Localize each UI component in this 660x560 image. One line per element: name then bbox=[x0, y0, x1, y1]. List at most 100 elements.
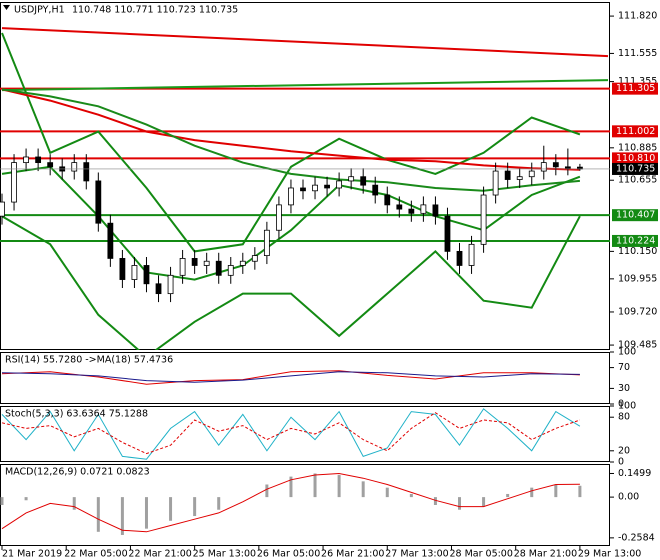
level-label-bg bbox=[612, 82, 658, 95]
y-tick-label: 110.655 bbox=[618, 175, 657, 186]
plot-layer bbox=[1, 370, 580, 385]
y-tick-label: 111.555 bbox=[618, 48, 657, 59]
candle-body bbox=[71, 162, 78, 172]
candle-body bbox=[35, 156, 42, 164]
y-tick-label: 0 bbox=[618, 399, 624, 410]
candle-body bbox=[336, 180, 343, 189]
panel-title: Stoch(5,3,3) 63.6364 75.1288 bbox=[5, 409, 148, 420]
y-tick-label: 109.955 bbox=[618, 273, 657, 284]
x-tick-label: 22 Mar 21:00 bbox=[128, 549, 191, 560]
candle-body bbox=[564, 166, 571, 169]
x-tick-label: 28 Mar 21:00 bbox=[514, 549, 577, 560]
candle-body bbox=[396, 204, 403, 210]
candle-body bbox=[47, 162, 54, 168]
level-label: 110.407 bbox=[616, 210, 655, 221]
last-price-label: 110.735 bbox=[616, 163, 655, 174]
indicator-line bbox=[1, 370, 580, 385]
y-tick-label: 0.00 bbox=[618, 492, 639, 503]
candle-body bbox=[444, 215, 451, 252]
x-tick-label: 28 Mar 05:00 bbox=[449, 549, 512, 560]
candle-body bbox=[360, 176, 367, 186]
level-label-bg bbox=[612, 234, 658, 247]
candle-body bbox=[288, 187, 294, 206]
chart-quote: 110.748 110.771 110.723 110.735 bbox=[72, 5, 238, 16]
level-label: 110.810 bbox=[616, 153, 655, 164]
indicator-line bbox=[1, 79, 609, 92]
candle-body bbox=[384, 194, 391, 206]
indicator-line bbox=[1, 215, 581, 350]
x-tick-label: 25 Mar 13:00 bbox=[193, 549, 256, 560]
candle-body bbox=[83, 162, 90, 182]
candle-body bbox=[300, 187, 306, 192]
indicator-line bbox=[1, 27, 609, 58]
indicator-line bbox=[1, 88, 580, 171]
candle-body bbox=[420, 204, 427, 214]
candle-body bbox=[239, 260, 246, 266]
x-tick-label: 29 Mar 13:00 bbox=[578, 549, 641, 560]
candle-body bbox=[119, 258, 126, 280]
candle-body bbox=[372, 184, 379, 196]
candle-body bbox=[203, 260, 210, 266]
candle-body bbox=[492, 170, 499, 196]
candle-body bbox=[408, 208, 415, 214]
indicator-line bbox=[1, 408, 581, 460]
candle-body bbox=[324, 184, 330, 189]
candle-body bbox=[227, 265, 234, 276]
y-tick-label: 100 bbox=[618, 401, 636, 412]
candle-body bbox=[131, 265, 138, 280]
y-tick-label: 20 bbox=[618, 445, 630, 456]
y-tick-label: 70 bbox=[618, 362, 630, 373]
y-tick-label: 109.485 bbox=[618, 340, 657, 351]
y-tick-label: 111.820 bbox=[618, 11, 657, 22]
candle-body bbox=[23, 156, 29, 164]
candle-body bbox=[504, 170, 511, 180]
candle-body bbox=[191, 258, 198, 266]
candle-body bbox=[143, 265, 150, 285]
chart-title: USDJPY,H1 bbox=[14, 5, 65, 16]
level-label-bg bbox=[612, 152, 658, 165]
y-tick-label: 0 bbox=[618, 457, 624, 468]
y-tick-label: 110.885 bbox=[618, 142, 657, 153]
candle-body bbox=[312, 184, 318, 192]
candle-body bbox=[155, 283, 162, 295]
plot-layer bbox=[0, 472, 582, 535]
y-tick-label: 109.720 bbox=[618, 306, 657, 317]
indicator-line bbox=[1, 371, 580, 383]
plot-layer bbox=[1, 408, 581, 460]
y-tick-label: 100 bbox=[618, 347, 636, 358]
level-label-bg bbox=[612, 209, 658, 222]
candle-body bbox=[167, 274, 174, 295]
candle-body bbox=[0, 201, 5, 217]
last-price-bg bbox=[612, 162, 658, 175]
y-tick-label: 0.1499 bbox=[618, 468, 651, 479]
x-tick-label: 22 Mar 05:00 bbox=[64, 549, 127, 560]
panel-frame bbox=[0, 406, 610, 462]
candle-body bbox=[528, 170, 535, 178]
candle-body bbox=[516, 176, 523, 180]
y-tick-label: 110.150 bbox=[618, 246, 657, 257]
candle-body bbox=[251, 255, 258, 262]
level-label-bg bbox=[612, 125, 658, 138]
panel-title: RSI(14) 55.7280 ->MA(18) 57.4736 bbox=[5, 355, 173, 366]
level-label: 111.002 bbox=[616, 126, 655, 137]
x-tick-label: 21 Mar 2019 bbox=[2, 549, 62, 560]
panel-frame bbox=[0, 352, 610, 404]
panel-frame bbox=[0, 464, 610, 546]
candle-body bbox=[263, 229, 270, 257]
y-tick-label: 80 bbox=[618, 412, 630, 423]
candle-body bbox=[456, 250, 463, 266]
candle-body bbox=[276, 204, 282, 231]
level-label: 111.305 bbox=[616, 83, 655, 94]
x-tick-label: 27 Mar 13:00 bbox=[385, 549, 448, 560]
candle-body bbox=[348, 176, 355, 182]
candle-body bbox=[215, 260, 222, 276]
plot-layer bbox=[0, 27, 610, 350]
y-tick-label: -0.2584 bbox=[618, 532, 655, 543]
indicator-line bbox=[1, 472, 580, 533]
x-tick-label: 26 Mar 21:00 bbox=[321, 549, 384, 560]
candle-body bbox=[480, 194, 487, 245]
y-tick-label: 111.355 bbox=[618, 76, 657, 87]
candle-body bbox=[432, 204, 439, 217]
